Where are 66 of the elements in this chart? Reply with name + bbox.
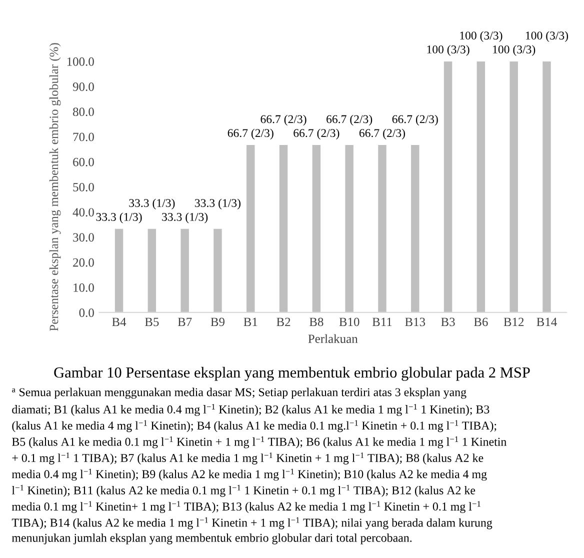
data-label: 100 (3/3) (427, 45, 470, 56)
x-tick-label: B5 (144, 318, 159, 326)
bar (246, 144, 255, 312)
y-axis-title: Persentase eksplan yang membentuk embrio globular (%) (49, 43, 61, 331)
y-tick-label: 60.0 (73, 158, 94, 166)
y-tick-label: 70.0 (73, 132, 94, 142)
bar (542, 61, 551, 312)
y-tick-label: 40.0 (72, 208, 94, 217)
data-label: 66.7 (2/3) (359, 128, 405, 140)
x-tick-label: B10 (339, 318, 360, 326)
text: menunjukan jumlah eksplan yang membentuk embrio globular dari total percobaan. (12, 533, 412, 544)
text: l$^{−1}$ Kinetin); B11 (kalus A2 ke media 0.1 mg l$^{−1}$ 1 Kinetin + 0.1 mg l$^{−1}$ TIBA); B12 (kalus A2 ke (12, 484, 476, 497)
bar (411, 144, 420, 312)
y-tick-label: 30.0 (73, 233, 94, 242)
data-label: 33.3 (1/3) (162, 212, 208, 224)
bar (312, 144, 321, 312)
data-label: 33.3 (1/3) (129, 198, 175, 210)
y-tick-label: 0.0 (79, 308, 94, 317)
x-tick-label: B6 (474, 318, 488, 326)
text: TIBA); B14 (kalus A2 ke media 1 mg l$^{−1}$ Kinetin + 1 mg l$^{−1}$ TIBA); nilai yang berada dalam kurung (12, 517, 492, 530)
data-label: 66.7 (2/3) (294, 128, 340, 140)
y-tick-label: 90.0 (72, 82, 94, 92)
y-tick-label: 100.0 (67, 57, 94, 66)
x-tick-label: B11 (372, 318, 392, 326)
x-tick-label: B12 (504, 318, 524, 326)
data-label: 100 (3/3) (526, 31, 568, 42)
text: media 0.1 mg l$^{−1}$ Kinetin+ 1 mg l$^{−1}$ TIBA); B13 (kalus A2 ke media 1 mg l$^{−1}$ Kinetin + 0.1 mg l$^{−1}$ (12, 501, 480, 514)
bar (180, 228, 189, 312)
data-label: 33.3 (1/3) (195, 198, 240, 210)
x-tick-label: B3 (441, 318, 455, 326)
bar (444, 61, 452, 312)
bar (476, 61, 486, 312)
bar (114, 228, 124, 312)
bar (345, 144, 354, 312)
bar (148, 228, 156, 312)
y-tick-label: 20.0 (73, 258, 94, 267)
text: $^{a}$ Semua perlakuan menggunakan media dasar MS; Setiap perlakuan terdiri atas 3 eksplan yang (12, 388, 466, 399)
x-tick-label: B14 (536, 318, 557, 326)
data-label: 66.7 (2/3) (260, 114, 306, 126)
data-label: 66.7 (2/3) (228, 128, 274, 140)
text: Gambar 10 Persentase eksplan yang membentuk embrio globular pada 2 MSP (54, 366, 530, 381)
bar (510, 61, 518, 312)
x-tick-label: B13 (405, 318, 426, 326)
x-tick-label: B1 (244, 318, 258, 326)
x-tick-label: B9 (210, 318, 225, 326)
data-label: 66.7 (2/3) (392, 114, 438, 126)
text: (kalus A1 ke media 4 mg l$^{−1}$ Kinetin); B4 (kalus A1 ke media 0.1 mg.l$^{−1}$ Kinetin + 0.1 mg l$^{−1}$ TIBA); (12, 420, 496, 432)
y-tick-label: 50.0 (73, 182, 94, 192)
bar (378, 144, 386, 312)
data-label: 100 (3/3) (493, 45, 536, 56)
x-tick-label: B7 (178, 318, 192, 326)
bar (214, 228, 222, 312)
text: + 0.1 mg l$^{−1}$ 1 TIBA); B7 (kalus A1 ke media 1 mg l$^{−1}$ Kinetin + 1 mg l$^{−1}$ TIBA); B8 (kalus A2 ke (12, 452, 484, 464)
y-tick-label: 10.0 (74, 283, 94, 292)
data-label: 33.3 (1/3) (96, 212, 142, 224)
bar (279, 144, 288, 312)
text: diamati; B1 (kalus A1 ke media 0.4 mg l$^{−1}$ Kinetin); B2 (kalus A1 ke media 1 mg l$^{−1}$ 1 Kinetin); B3 (12, 404, 490, 416)
x-axis-title: Perlakuan (308, 334, 358, 344)
x-tick-label: B4 (112, 318, 126, 326)
y-tick-label: 80.0 (73, 108, 94, 116)
data-label: 66.7 (2/3) (326, 114, 372, 126)
data-label: 100 (3/3) (460, 31, 502, 42)
x-tick-label: B8 (309, 318, 324, 326)
text: B5 (kalus A1 ke media 0.1 mg l$^{−1}$ Kinetin + 1 mg l$^{−1}$ TIBA); B6 (kalus A1 ke media 1 mg l$^{−1}$ 1 Kinetin (12, 436, 506, 448)
text: media 0.4 mg l$^{−1}$ Kinetin); B9 (kalus A2 ke media 1 mg l$^{−1}$ Kinetin); B10 (kalus A2 ke media 4 mg (12, 468, 487, 481)
x-tick-label: B2 (276, 318, 290, 326)
